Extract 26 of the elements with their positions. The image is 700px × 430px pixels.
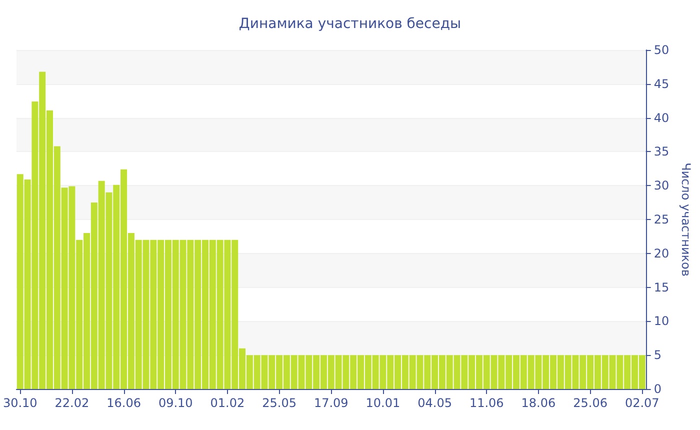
x-tick-label: 04.05 [418,396,452,410]
x-tick-label: 17.09 [314,396,348,410]
y-tick-label: 45 [654,76,670,91]
x-tick-label: 11.06 [469,396,504,410]
y-tick-label: 15 [654,280,670,294]
x-tick-label: 22.02 [54,396,90,410]
x-tick-label: 16.06 [106,396,141,410]
y-tick-label: 50 [654,43,670,57]
x-tick-label: 09.10 [158,396,193,410]
x-tick-label: 01.02 [210,396,245,410]
y-tick-label: 40 [654,110,670,125]
x-tick-label: 02.07 [624,396,660,410]
y-tick-label: 5 [654,348,662,362]
y-tick-label: 30 [654,178,670,193]
x-tick-label: 25.06 [573,396,608,410]
y-tick-label: 20 [654,246,670,260]
x-tick-label: 18.06 [521,396,556,410]
chart-title: Динамика участников беседы [238,16,462,32]
x-tick-label: 10.01 [366,396,400,410]
x-tick-label: 30.10 [2,396,38,410]
y-tick-label: 25 [654,212,670,226]
y-tick-label: 35 [654,144,670,159]
y-tick-label: 0 [654,382,662,396]
y-axis-title: Число участников [679,162,693,276]
y-tick-label: 10 [654,314,670,328]
x-tick-label: 25.05 [262,396,296,410]
